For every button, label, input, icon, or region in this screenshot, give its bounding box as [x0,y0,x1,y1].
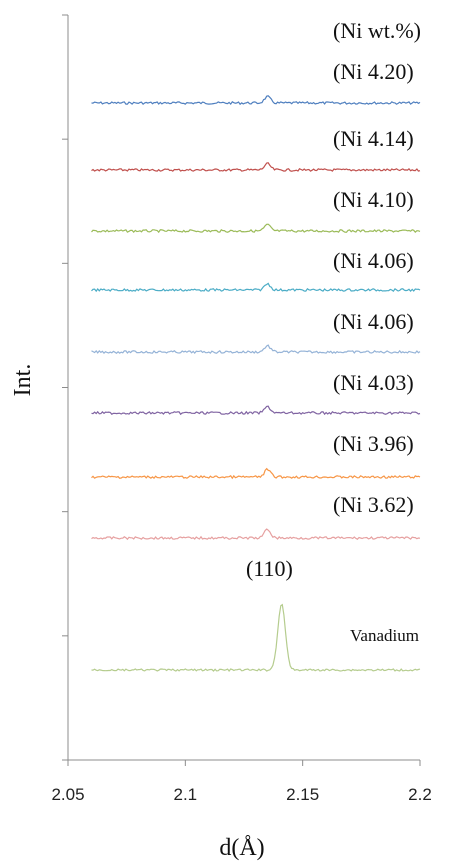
peak-label: (110) [246,556,293,581]
series-line [91,344,421,355]
series-label: (Ni 4.14) [333,126,414,151]
legend-header: (Ni wt.%) [333,18,421,43]
series-label: (Ni 4.06) [333,309,414,334]
series-line [91,95,421,106]
series-line [91,603,421,672]
x-tick-label: 2.2 [408,785,432,804]
x-tick-label: 2.05 [51,785,84,804]
series-label: (Ni 3.62) [333,492,414,517]
series-label: Vanadium [350,626,419,645]
series-line [91,528,421,541]
y-axis-label: Int. [10,364,36,397]
series-line [91,162,421,172]
series-label: (Ni 4.20) [333,59,414,84]
series-line [91,467,421,480]
x-ticks: 2.05 2.1 2.15 2.2 [51,760,432,804]
series-label: (Ni 4.06) [333,248,414,273]
series-line [91,282,421,293]
series-line [91,405,421,416]
series-labels: (Ni 4.20) (Ni 4.14) (Ni 4.10) (Ni 4.06) (Ni … [333,59,419,645]
series-lines [91,95,421,672]
series-label: (Ni 4.10) [333,187,414,212]
x-tick-label: 2.1 [174,785,198,804]
x-axis-label: d(Å) [219,835,264,861]
y-ticks [62,14,68,761]
series-line [91,223,421,234]
series-label: (Ni 4.03) [333,370,414,395]
series-label: (Ni 3.96) [333,431,414,456]
x-tick-label: 2.15 [286,785,319,804]
